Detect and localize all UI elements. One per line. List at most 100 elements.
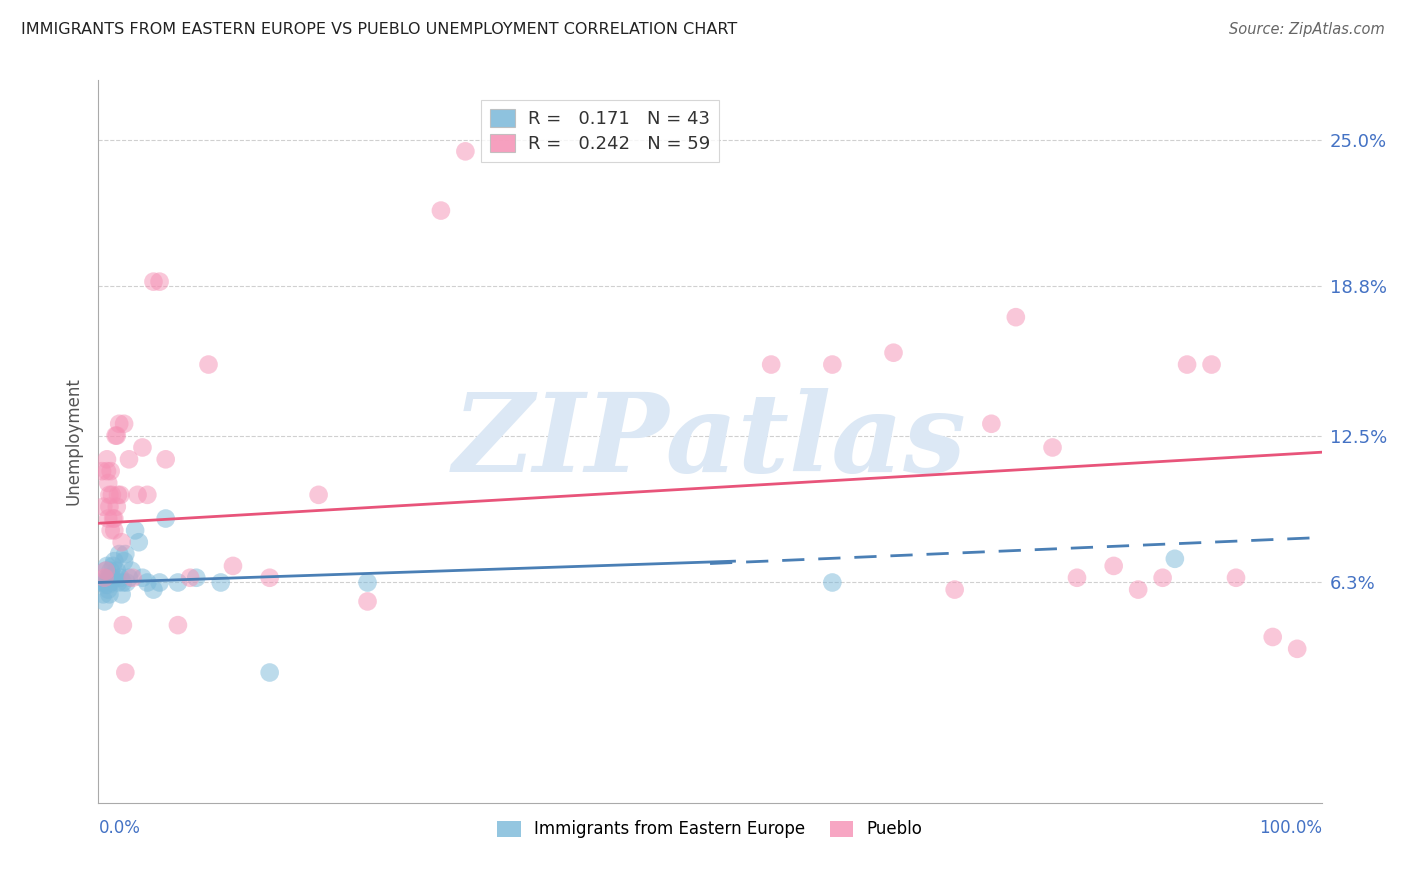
Point (108, 547, 131, 561)
Point (259, 571, 281, 585)
Point (96, 558, 118, 573)
Point (179, 571, 201, 585)
Point (97, 475, 120, 490)
Point (104, 428, 127, 442)
Point (761, 358, 783, 372)
Point (124, 524, 146, 538)
Point (167, 618, 190, 632)
Point (197, 358, 219, 372)
Point (149, 575, 172, 590)
Point (222, 558, 245, 573)
Point (91, 587, 114, 601)
Point (167, 575, 190, 590)
Point (128, 535, 150, 549)
Point (142, 275, 165, 289)
Point (127, 488, 149, 502)
Point (1152, 571, 1174, 585)
Point (356, 594, 378, 608)
Point (356, 575, 378, 590)
Point (96, 464, 118, 478)
Point (96, 571, 118, 585)
Point (131, 441, 153, 455)
Point (120, 564, 142, 578)
Point (308, 488, 330, 502)
Point (111, 535, 134, 549)
Point (454, 145, 477, 159)
Point (1066, 571, 1088, 585)
Point (980, 417, 1002, 431)
Point (94, 564, 117, 578)
Point (1286, 641, 1309, 656)
Point (155, 452, 177, 467)
Point (111, 587, 134, 601)
Point (1102, 558, 1125, 573)
Point (883, 345, 905, 359)
Point (98, 488, 121, 502)
Point (107, 488, 129, 502)
Point (97, 582, 120, 597)
Point (108, 417, 131, 431)
Point (111, 575, 134, 590)
Point (97, 511, 120, 525)
Point (111, 618, 134, 632)
Point (98, 571, 121, 585)
Point (93, 594, 115, 608)
Point (110, 488, 132, 502)
Point (112, 417, 135, 431)
Point (1201, 358, 1223, 372)
Point (101, 558, 124, 573)
Point (91, 464, 114, 478)
Point (1225, 571, 1247, 585)
Point (943, 582, 966, 597)
Point (131, 571, 153, 585)
Text: Source: ZipAtlas.com: Source: ZipAtlas.com (1229, 22, 1385, 37)
Point (114, 665, 136, 680)
Point (118, 452, 141, 467)
Point (103, 511, 125, 525)
Point (142, 582, 165, 597)
Text: 0.0%: 0.0% (98, 820, 141, 838)
Point (104, 571, 127, 585)
Point (115, 575, 138, 590)
Point (103, 524, 125, 538)
Point (110, 571, 132, 585)
Point (105, 500, 128, 514)
Point (821, 358, 844, 372)
Point (149, 275, 172, 289)
Y-axis label: Unemployment: Unemployment (65, 377, 83, 506)
Text: ZIPatlas: ZIPatlas (453, 388, 967, 495)
Point (100, 464, 122, 478)
Point (1261, 630, 1284, 644)
Point (105, 428, 128, 442)
Point (112, 554, 135, 568)
Point (91, 575, 114, 590)
Point (96, 452, 118, 467)
Point (93, 571, 115, 585)
Point (98, 587, 121, 601)
Point (1175, 358, 1198, 372)
Point (103, 554, 125, 568)
Point (100, 524, 122, 538)
Legend: Immigrants from Eastern Europe, Pueblo: Immigrants from Eastern Europe, Pueblo (491, 814, 929, 845)
Point (98, 500, 121, 514)
Point (121, 571, 143, 585)
Point (1164, 551, 1187, 566)
Point (114, 547, 136, 561)
Point (136, 575, 159, 590)
Point (101, 511, 124, 525)
Point (100, 575, 122, 590)
Point (94, 578, 117, 592)
Point (1128, 582, 1150, 597)
Point (1004, 310, 1026, 325)
Point (91, 500, 114, 514)
Point (136, 488, 159, 502)
Text: 100.0%: 100.0% (1258, 820, 1322, 838)
Text: IMMIGRANTS FROM EASTERN EUROPE VS PUEBLO UNEMPLOYMENT CORRELATION CHART: IMMIGRANTS FROM EASTERN EUROPE VS PUEBLO… (21, 22, 737, 37)
Point (186, 571, 208, 585)
Point (107, 575, 129, 590)
Point (100, 564, 122, 578)
Point (94, 564, 117, 578)
Point (101, 488, 124, 502)
Point (118, 571, 141, 585)
Point (430, 203, 453, 218)
